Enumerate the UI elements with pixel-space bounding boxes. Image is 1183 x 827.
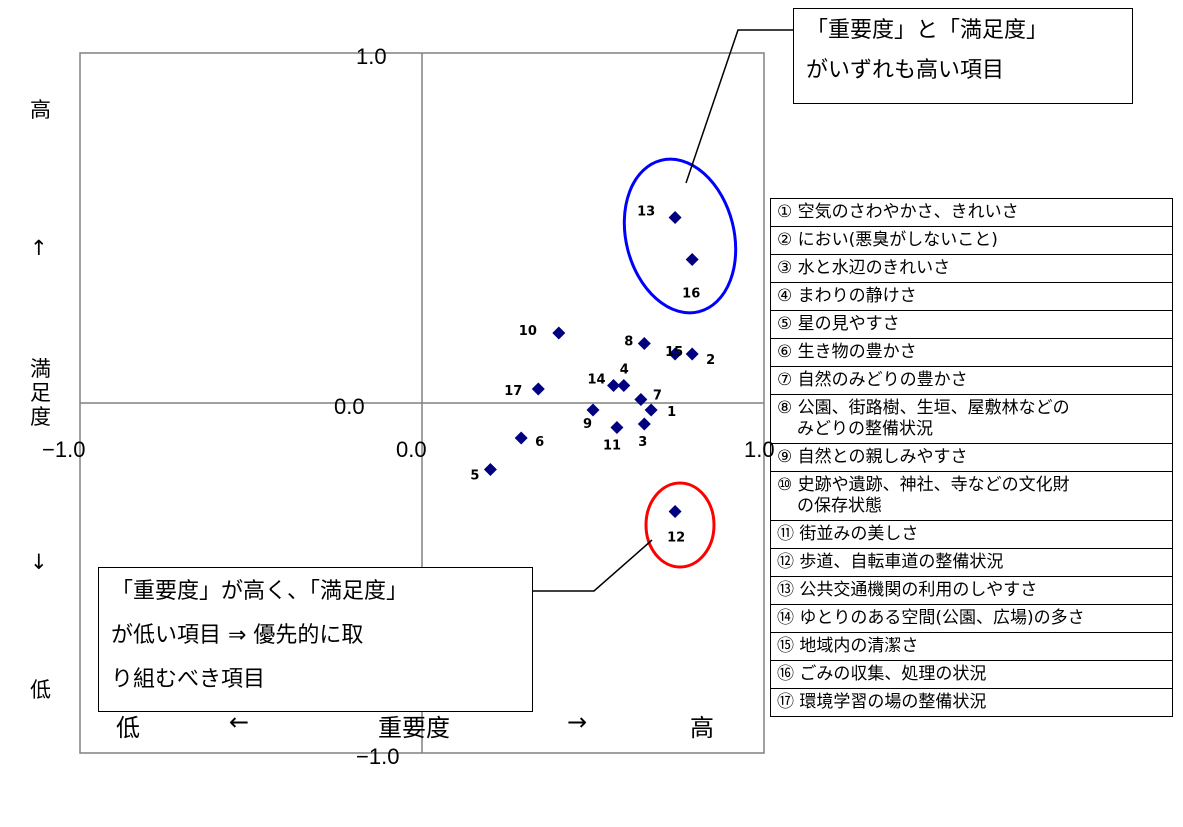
top-callout-box: 「重要度」と「満足度」 がいずれも高い項目 <box>793 8 1133 104</box>
top-callout-line-1: 「重要度」と「満足度」 <box>806 18 1049 43</box>
data-label-9: 9 <box>583 417 592 432</box>
y-label-up-arrow: ↑ <box>30 236 48 260</box>
legend-item-4: ④ まわりの静けさ <box>771 283 1172 311</box>
legend-item-2: ② におい(悪臭がしないこと) <box>771 227 1172 255</box>
legend-item-text: みどりの整備状況 <box>797 419 933 439</box>
legend-item-text: ① 空気のさわやかさ、きれいさ <box>777 202 1019 222</box>
data-point-12 <box>668 505 682 518</box>
data-label-6: 6 <box>535 435 544 450</box>
legend-item-text: ⑯ ごみの収集、処理の状況 <box>777 664 987 684</box>
legend-item-17: ⑰ 環境学習の場の整備状況 <box>771 689 1172 716</box>
y-label-high: 高 <box>30 98 51 122</box>
data-label-2: 2 <box>706 353 715 368</box>
legend-item-text: ⑬ 公共交通機関の利用のしやすさ <box>777 580 1038 600</box>
high-high-group-outline <box>622 157 738 315</box>
legend-item-13: ⑬ 公共交通機関の利用のしやすさ <box>771 577 1172 605</box>
data-label-3: 3 <box>638 435 647 450</box>
data-point-16 <box>685 253 699 266</box>
data-label-13: 13 <box>637 205 655 220</box>
data-label-10: 10 <box>519 324 537 339</box>
x-label-right-arrow: → <box>567 708 588 736</box>
legend-item-text: ⑰ 環境学習の場の整備状況 <box>777 692 987 712</box>
data-point-1 <box>644 403 658 417</box>
data-label-8: 8 <box>624 335 633 350</box>
legend-item-9: ⑨ 自然との親しみやすさ <box>771 444 1172 472</box>
legend-item-8: ⑧ 公園、街路樹、生垣、屋敷林などの みどりの整備状況 <box>771 395 1172 444</box>
legend-item-5: ⑤ 星の見やすさ <box>771 311 1172 339</box>
legend: ① 空気のさわやかさ、きれいさ ② におい(悪臭がしないこと) ③ 水と水辺のきれい… <box>770 198 1173 717</box>
data-point-13 <box>668 211 682 224</box>
legend-item-text: ⑩ 史跡や遺跡、神社、寺などの文化財 <box>777 475 1070 495</box>
data-point-5 <box>483 463 497 476</box>
data-point-15 <box>668 347 682 361</box>
data-point-3 <box>637 417 651 431</box>
legend-item-text: ③ 水と水辺のきれいさ <box>777 258 951 278</box>
data-point-17 <box>531 382 545 396</box>
x-label-high: 高 <box>690 714 714 742</box>
legend-item-12: ⑫ 歩道、自転車道の整備状況 <box>771 549 1172 577</box>
bottom-callout-box: 「重要度」が高く、「満足度」 が低い項目 ⇒ 優先的に取 り組むべき項目 <box>98 567 533 712</box>
x-label-left-arrow: ← <box>229 708 250 736</box>
legend-item-15: ⑮ 地域内の清潔さ <box>771 633 1172 661</box>
legend-item-3: ③ 水と水辺のきれいさ <box>771 255 1172 283</box>
legend-item-16: ⑯ ごみの収集、処理の状況 <box>771 661 1172 689</box>
legend-item-text: ⑤ 星の見やすさ <box>777 314 900 334</box>
data-label-17: 17 <box>504 384 522 399</box>
x-tick-label: 0.0 <box>396 437 427 462</box>
data-point-10 <box>552 326 566 340</box>
data-label-16: 16 <box>682 287 700 302</box>
legend-item-11: ⑪ 街並みの美しさ <box>771 521 1172 549</box>
top-callout-line-2: がいずれも高い項目 <box>806 58 1005 83</box>
data-label-11: 11 <box>603 439 621 454</box>
bottom-callout-line-3: り組むべき項目 <box>111 667 266 692</box>
data-point-8 <box>637 337 651 350</box>
legend-item-10: ⑩ 史跡や遺跡、神社、寺などの文化財 の保存状態 <box>771 472 1172 521</box>
data-label-12: 12 <box>667 531 685 546</box>
data-point-11 <box>610 421 624 434</box>
x-label-importance: 重要度 <box>378 714 450 742</box>
priority-group-outline <box>644 481 716 569</box>
legend-item-text: ⑪ 街並みの美しさ <box>777 524 919 544</box>
x-tick-label: −1.0 <box>42 437 85 462</box>
legend-item-text: ④ まわりの静けさ <box>777 286 917 306</box>
y-tick-label: 0.0 <box>334 394 365 419</box>
y-tick-label: 1.0 <box>356 44 387 69</box>
legend-item-6: ⑥ 生き物の豊かさ <box>771 339 1172 367</box>
x-tick-label: 1.0 <box>744 437 775 462</box>
data-label-15: 15 <box>665 345 683 360</box>
data-label-4: 4 <box>620 363 629 378</box>
legend-item-text: の保存状態 <box>797 496 882 516</box>
data-point-4 <box>617 379 631 392</box>
top-callout-leader <box>685 29 793 184</box>
data-point-14 <box>607 379 621 392</box>
data-point-6 <box>514 431 528 445</box>
legend-item-text: ② におい(悪臭がしないこと) <box>777 230 998 250</box>
legend-item-7: ⑦ 自然のみどりの豊かさ <box>771 367 1172 395</box>
data-point-2 <box>685 347 699 361</box>
data-label-5: 5 <box>470 469 479 484</box>
x-label-low: 低 <box>116 714 140 742</box>
y-label-satisfaction: 満足度 <box>30 357 51 429</box>
legend-item-text: ⑫ 歩道、自転車道の整備状況 <box>777 552 1004 572</box>
bottom-callout-line-1: 「重要度」が高く、「満足度」 <box>111 579 409 604</box>
legend-item-text: ⑮ 地域内の清潔さ <box>777 636 919 656</box>
data-label-7: 7 <box>653 389 662 404</box>
data-label-14: 14 <box>588 373 606 388</box>
legend-item-text: ⑧ 公園、街路樹、生垣、屋敷林などの <box>777 398 1070 418</box>
legend-item-text: ⑨ 自然との親しみやすさ <box>777 447 968 467</box>
legend-item-text: ⑦ 自然のみどりの豊かさ <box>777 370 968 390</box>
legend-item-14: ⑭ ゆとりのある空間(公園、広場)の多さ <box>771 605 1172 633</box>
legend-item-1: ① 空気のさわやかさ、きれいさ <box>771 199 1172 227</box>
bottom-callout-leader <box>533 539 653 592</box>
bottom-callout-line-2: が低い項目 ⇒ 優先的に取 <box>111 623 364 648</box>
data-point-7 <box>634 393 648 406</box>
data-point-9 <box>586 403 600 417</box>
legend-item-text: ⑭ ゆとりのある空間(公園、広場)の多さ <box>777 608 1085 628</box>
legend-item-text: ⑥ 生き物の豊かさ <box>777 342 917 362</box>
data-label-1: 1 <box>667 405 676 420</box>
y-label-low: 低 <box>30 678 51 702</box>
y-tick-label: −1.0 <box>356 744 399 769</box>
y-label-down-arrow: ↓ <box>30 550 48 574</box>
